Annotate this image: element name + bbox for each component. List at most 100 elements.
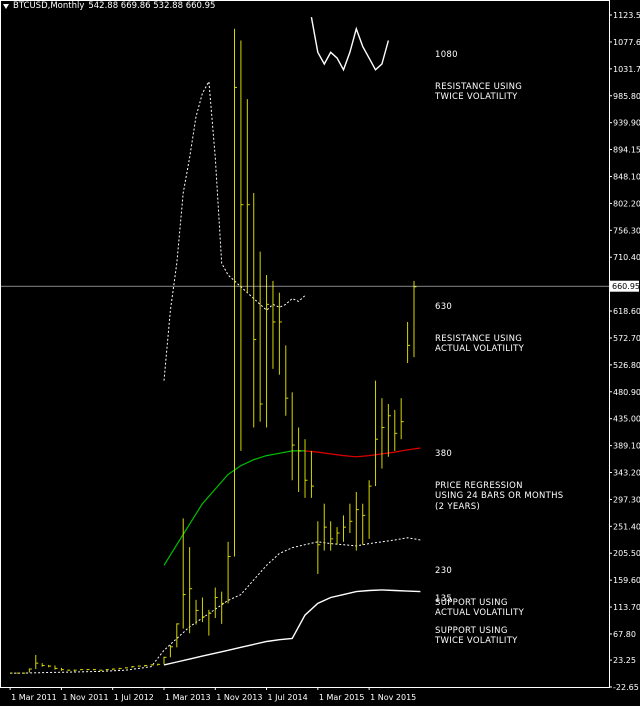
ohlc-bar [323, 503, 327, 551]
x-tick-label: 1 Mar 2013 [165, 693, 211, 702]
y-tick-label: 1031.70 [613, 65, 640, 74]
ohlc-bar [86, 669, 90, 671]
ohlc-bar [48, 664, 52, 668]
ohlc-bar [266, 275, 270, 428]
dropdown-arrow-icon[interactable] [3, 4, 9, 9]
y-tick-label: 526.80 [613, 361, 640, 370]
y-tick-label: 939.90 [613, 119, 640, 128]
x-tick-label: 1 Jul 2014 [268, 693, 308, 702]
y-tick-label: 389.10 [613, 442, 640, 451]
annotation-twice-vol-resistance: 1080 RESISTANCE USING TWICE VOLATILITY [435, 29, 522, 124]
series-layer [10, 16, 421, 674]
outer-upper-band-line [310, 16, 390, 72]
current-price-label: 660.95 [612, 282, 640, 291]
ohlc-bar [362, 503, 366, 545]
y-tick-label: 435.00 [613, 415, 640, 424]
regression-line-red [304, 447, 421, 458]
ohlc-bar [317, 521, 321, 575]
ohlc-bar [112, 668, 116, 671]
ohlc-bar [413, 280, 417, 358]
ohlc-bar [105, 669, 109, 671]
ohlc-bar [285, 345, 289, 416]
y-tick-label: 710.40 [613, 253, 640, 262]
ohlc-bar [41, 663, 45, 667]
ohlc-bar [214, 587, 218, 619]
y-tick-label: 343.20 [613, 469, 640, 478]
x-tick-label: 1 Jul 2012 [114, 693, 154, 702]
y-tick-label: 67.80 [613, 630, 636, 639]
annotation-twice-vol-support: 135 SUPPORT USING TWICE VOLATILITY [435, 573, 518, 668]
ohlc-bar [99, 669, 103, 671]
upper-band-dotted-line [163, 79, 306, 381]
ohlc-bar [144, 664, 148, 667]
ohlc-bar [118, 667, 122, 670]
annotation-value: 630 [435, 302, 453, 312]
ohlc-bar [80, 669, 84, 671]
current-price-layer: 660.95 [0, 280, 640, 292]
ohlc-bar [278, 292, 282, 375]
y-tick-label: -22.65 [613, 683, 639, 692]
y-tick-label: 894.15 [613, 145, 640, 154]
ohlc-bar [375, 380, 379, 487]
y-tick-label: 23.25 [613, 656, 636, 665]
chart-header[interactable]: BTCUSD,Monthly 542.88 669.86 532.88 660.… [3, 1, 215, 11]
ohlc-bar [407, 321, 411, 363]
ohlc-bar [291, 392, 295, 481]
y-axis: 1123.55 1077.60 1031.70 985.80 939.90 894.15 8… [609, 11, 640, 692]
ohlc-bar [330, 521, 334, 551]
annotation-text: RESISTANCE USING ACTUAL VOLATILITY [435, 333, 525, 355]
ohlc-bar [54, 665, 58, 670]
annotation-text: SUPPORT USING TWICE VOLATILITY [435, 625, 518, 647]
ohlc-bar [92, 669, 96, 671]
ohlc-bar [400, 398, 404, 440]
ohlc-values: 542.88 669.86 532.88 660.95 [88, 1, 216, 11]
y-tick-label: 297.30 [613, 495, 640, 504]
y-tick-label: 251.40 [613, 522, 640, 531]
annotation-value: 1080 [435, 50, 458, 60]
ohlc-bar [73, 669, 77, 672]
ohlc-bar [60, 667, 64, 671]
ohlc-bar [125, 667, 129, 669]
annotation-value: 380 [435, 449, 453, 459]
ohlc-bar [349, 503, 353, 534]
ohlc-bar [150, 664, 154, 666]
outer-lower-band-line [163, 589, 421, 666]
y-tick-label: 802.20 [613, 199, 640, 208]
ohlc-bar [208, 609, 212, 636]
y-tick-label: 618.60 [613, 307, 640, 316]
annotation-value: 230 [435, 566, 453, 576]
annotation-text: SUPPORT USING ACTUAL VOLATILITY [435, 597, 525, 619]
ohlc-bars [10, 28, 417, 674]
x-tick-label: 1 Nov 2011 [62, 693, 108, 702]
x-tick-label: 1 Nov 2015 [370, 693, 416, 702]
plot-area-border [0, 0, 610, 688]
ohlc-bar [234, 28, 238, 557]
ohlc-bar [137, 665, 141, 667]
ohlc-bar [259, 251, 263, 422]
ohlc-bar [131, 666, 135, 668]
ohlc-bar [157, 663, 161, 666]
ohlc-bar [336, 527, 340, 545]
x-tick-label: 1 Mar 2015 [319, 693, 365, 702]
ohlc-bar [176, 623, 180, 648]
ohlc-bar [67, 669, 71, 671]
y-tick-label: 205.50 [613, 549, 640, 558]
ohlc-bar [253, 192, 257, 428]
x-tick-label: 1 Nov 2013 [216, 693, 262, 702]
ohlc-bar [387, 404, 391, 457]
annotation-value: 135 [435, 594, 453, 604]
ohlc-bar [381, 398, 385, 469]
ohlc-bar [28, 668, 32, 673]
ohlc-bar [246, 99, 250, 293]
annotation-actual-vol-resistance: 630 RESISTANCE USING ACTUAL VOLATILITY [435, 281, 524, 376]
y-tick-label: 480.90 [613, 388, 640, 397]
ohlc-bar [342, 515, 346, 542]
ohlc-bar [163, 656, 167, 665]
y-tick-label: 985.80 [613, 92, 640, 101]
ohlc-bar [169, 644, 173, 658]
annotation-price-regression: 380 PRICE REGRESSION USING 24 BARS OR MO… [435, 428, 564, 533]
ohlc-bar [394, 409, 398, 451]
current-price-box [609, 280, 639, 292]
